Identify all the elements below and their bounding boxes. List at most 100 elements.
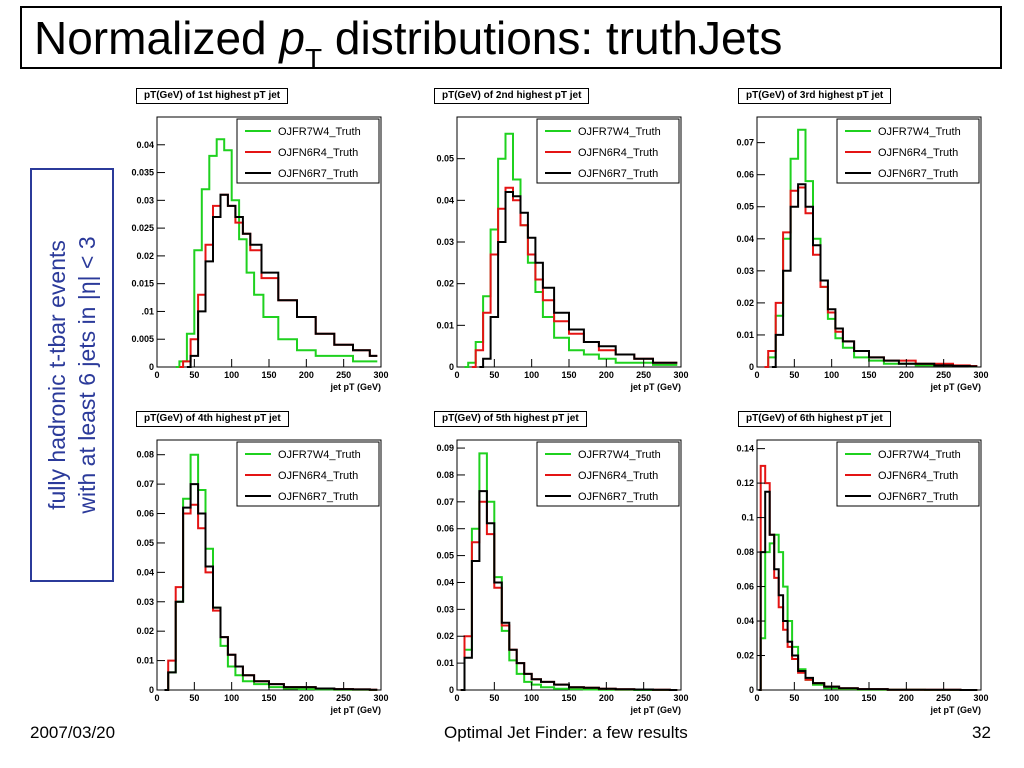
x-tick-label: 200	[899, 693, 914, 703]
legend-label: OJFR7W4_Truth	[878, 449, 961, 461]
x-tick-label: 100	[824, 370, 839, 380]
histogram-chart: 0 50 100 150 200 250 300 0.005 .01 0.015 0.02 0.025…	[131, 116, 389, 392]
y-tick-label: 0.02	[736, 651, 754, 661]
y-tick-label: 0.08	[436, 470, 454, 480]
series-line-black	[758, 490, 978, 691]
legend-label: OJFR7W4_Truth	[578, 449, 661, 461]
x-tick-label: 300	[673, 370, 688, 380]
y-tick-label: 0	[749, 685, 754, 695]
x-tick-label: 200	[899, 370, 914, 380]
legend-label: OJFN6R7_Truth	[278, 168, 358, 180]
x-tick-label: 250	[936, 693, 951, 703]
series-line-black	[164, 483, 378, 691]
series-line-green	[464, 132, 678, 368]
legend-label: OJFN6R7_Truth	[578, 491, 658, 503]
x-tick-label: 150	[261, 693, 276, 703]
x-tick-label: 50	[189, 693, 199, 703]
y-tick-label: 0.12	[736, 478, 754, 488]
y-tick-label: 0.07	[736, 138, 754, 148]
x-tick-label: 100	[224, 370, 239, 380]
title-subscript: T	[305, 43, 323, 74]
x-tick-label: 200	[299, 370, 314, 380]
y-tick-label: 0.01	[136, 656, 154, 666]
legend-label: OJFR7W4_Truth	[578, 126, 661, 138]
y-tick-label: 0.06	[736, 170, 754, 180]
x-tick-label: 100	[524, 370, 539, 380]
side-caption-line-1: fully hadronic t-tbar events	[44, 240, 70, 510]
y-tick-label: 0.05	[736, 202, 754, 212]
legend-label: OJFN6R4_Truth	[878, 147, 958, 159]
y-tick-label: 0.04	[136, 140, 154, 150]
y-tick-label: 0.06	[736, 582, 754, 592]
series-line-green	[175, 138, 378, 368]
series-line-black	[771, 183, 978, 368]
y-tick-label: 0.03	[136, 597, 154, 607]
legend-label: OJFN6R4_Truth	[278, 470, 358, 482]
slide-title: Normalized pT distributions: truthJets	[34, 10, 783, 74]
x-axis-label: jet pT (GeV)	[329, 382, 381, 392]
x-tick-label: 250	[936, 370, 951, 380]
y-tick-label: 0.05	[436, 154, 454, 164]
x-tick-label: 0	[454, 370, 459, 380]
x-tick-label: 0	[154, 693, 159, 703]
y-tick-label: 0.01	[436, 320, 454, 330]
chart-title: pT(GeV) of 3rd highest pT jet	[738, 88, 892, 104]
y-tick-label: .01	[141, 306, 154, 316]
x-tick-label: 300	[673, 693, 688, 703]
x-tick-label: 250	[336, 693, 351, 703]
y-tick-label: 0.04	[136, 567, 154, 577]
y-tick-label: 0.01	[736, 330, 754, 340]
title-suffix: distributions: truthJets	[322, 12, 783, 64]
y-tick-label: 0.02	[436, 631, 454, 641]
y-tick-label: 0.03	[436, 237, 454, 247]
x-tick-label: 250	[636, 370, 651, 380]
histogram-chart: 0 50 100 150 200 250 300 0.02 0.04 0.06 0.08 0.1 0.1…	[736, 439, 989, 715]
y-tick-label: 0.08	[136, 450, 154, 460]
side-caption: fully hadronic t-tbar events with at lea…	[42, 236, 102, 513]
y-tick-label: 0.08	[736, 547, 754, 557]
footer-date: 2007/03/20	[30, 723, 116, 742]
y-tick-label: 0.02	[736, 298, 754, 308]
x-tick-label: 50	[189, 370, 199, 380]
x-tick-label: 300	[373, 370, 388, 380]
y-tick-label: 0.05	[436, 551, 454, 561]
x-tick-label: 50	[789, 693, 799, 703]
x-tick-label: 200	[299, 693, 314, 703]
x-axis-label: jet pT (GeV)	[929, 382, 981, 392]
x-tick-label: 150	[561, 693, 576, 703]
y-tick-label: 0.03	[436, 604, 454, 614]
histogram-chart: 0 50 100 150 200 250 300 0.01 0.02 0.03 0.04 0.05 0.…	[736, 116, 989, 392]
series-line-black	[186, 193, 378, 368]
legend-label: OJFN6R4_Truth	[878, 470, 958, 482]
y-tick-label: 0	[749, 362, 754, 372]
side-caption-line-2: with at least 6 jets in |η| < 3	[74, 236, 100, 514]
y-tick-label: 0.005	[131, 334, 154, 344]
y-tick-label: 0.03	[136, 195, 154, 205]
x-tick-label: 300	[373, 693, 388, 703]
y-tick-label: 0.1	[741, 513, 754, 523]
legend-label: OJFR7W4_Truth	[278, 126, 361, 138]
y-tick-label: 0.04	[436, 195, 454, 205]
x-tick-label: 150	[261, 370, 276, 380]
y-tick-label: 0.07	[136, 479, 154, 489]
legend-label: OJFN6R4_Truth	[278, 147, 358, 159]
chart-title: pT(GeV) of 2nd highest pT jet	[434, 88, 590, 104]
chart-title: pT(GeV) of 1st highest pT jet	[136, 88, 289, 104]
legend-label: OJFN6R4_Truth	[578, 147, 658, 159]
legend-label: OJFN6R4_Truth	[578, 470, 658, 482]
chart-title: pT(GeV) of 6th highest pT jet	[738, 411, 891, 427]
x-tick-label: 50	[789, 370, 799, 380]
y-tick-label: 0.02	[136, 251, 154, 261]
y-tick-label: 0	[149, 362, 154, 372]
x-axis-label: jet pT (GeV)	[629, 705, 681, 715]
x-tick-label: 250	[636, 693, 651, 703]
y-tick-label: 0.05	[136, 538, 154, 548]
y-tick-label: 0.07	[436, 497, 454, 507]
y-tick-label: 0.04	[436, 577, 454, 587]
x-tick-label: 250	[336, 370, 351, 380]
y-tick-label: 0.01	[436, 658, 454, 668]
histogram-chart: 0 50 100 150 200 250 300 0.01 0.02 0.03 0.04 0.05 0 j…	[436, 116, 689, 392]
y-tick-label: 0	[149, 685, 154, 695]
y-tick-label: 0.06	[136, 509, 154, 519]
x-tick-label: 150	[561, 370, 576, 380]
